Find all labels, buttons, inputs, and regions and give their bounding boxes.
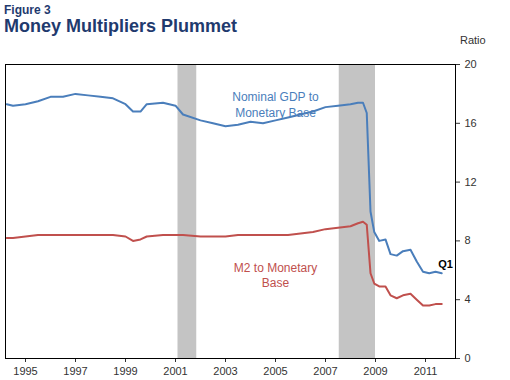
svg-text:12: 12 bbox=[465, 176, 477, 188]
html-text:Money Multipliers Plummet: Money Multipliers Plummet bbox=[4, 16, 237, 36]
svg-text:1995: 1995 bbox=[13, 365, 37, 377]
html-text:Figure 3: Figure 3 bbox=[4, 3, 51, 17]
svg-text:0: 0 bbox=[465, 352, 471, 364]
svg-text:2009: 2009 bbox=[363, 365, 387, 377]
svg-text:Nominal GDP toMonetary Base: Nominal GDP toMonetary Base bbox=[232, 90, 319, 120]
svg-text:8: 8 bbox=[465, 234, 471, 246]
svg-text:4: 4 bbox=[465, 293, 471, 305]
svg-text:2011: 2011 bbox=[414, 365, 438, 377]
svg-text:2007: 2007 bbox=[313, 365, 337, 377]
svg-text:M2 to MonetaryBase: M2 to MonetaryBase bbox=[234, 261, 317, 291]
svg-text:1999: 1999 bbox=[113, 365, 137, 377]
svg-text:2003: 2003 bbox=[213, 365, 237, 377]
svg-text:16: 16 bbox=[465, 117, 477, 129]
html-text:Ratio: Ratio bbox=[460, 34, 486, 46]
svg-text:1997: 1997 bbox=[63, 365, 87, 377]
svg-text:Q1: Q1 bbox=[438, 258, 453, 270]
svg-text:20: 20 bbox=[465, 58, 477, 70]
svg-text:2005: 2005 bbox=[263, 365, 287, 377]
svg-text:2001: 2001 bbox=[163, 365, 187, 377]
